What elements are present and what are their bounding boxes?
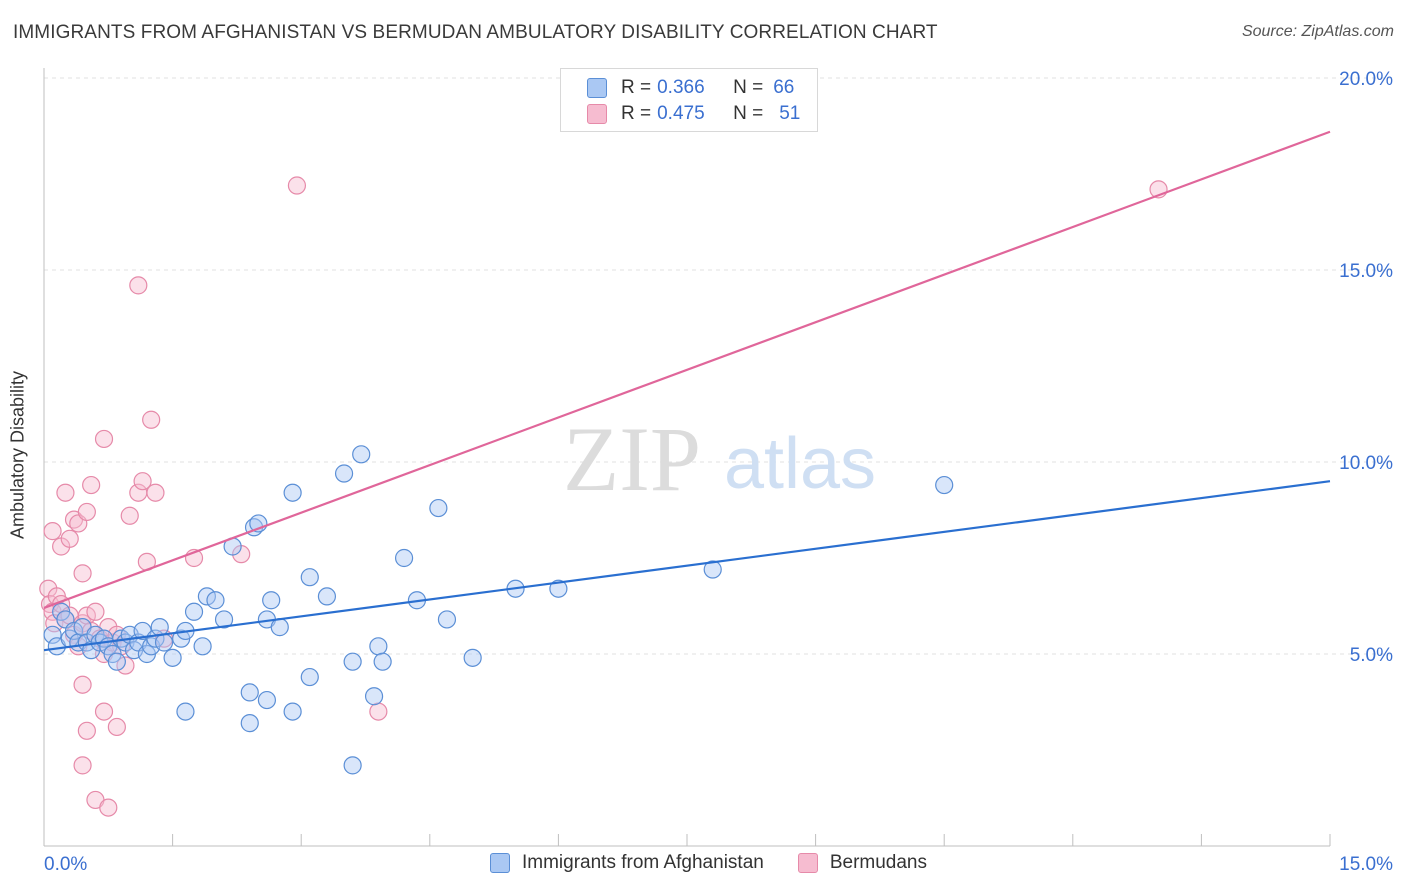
trendline-afghanistan bbox=[43, 480, 1331, 652]
watermark-zip: ZIP bbox=[563, 408, 701, 510]
legend-n-label: N = bbox=[733, 77, 764, 98]
data-point-bermudans bbox=[73, 675, 92, 694]
data-point-afghanistan bbox=[549, 579, 568, 598]
legend-r-value: 0.366 bbox=[657, 77, 705, 98]
data-point-bermudans bbox=[146, 483, 165, 502]
data-point-afghanistan bbox=[373, 652, 392, 671]
legend-r-value: 0.475 bbox=[657, 103, 705, 124]
data-point-afghanistan bbox=[300, 667, 319, 687]
legend-label-bermudans: Bermudans bbox=[829, 852, 927, 873]
legend-r-label: R = bbox=[621, 77, 652, 98]
data-point-afghanistan bbox=[317, 587, 337, 606]
data-point-afghanistan bbox=[64, 621, 84, 641]
data-point-afghanistan bbox=[343, 652, 362, 671]
trendline-bermudans bbox=[43, 130, 1331, 609]
data-point-afghanistan bbox=[163, 648, 182, 667]
correlation-legend: R = 0.366 N = 66 R = 0.475 N = 51 bbox=[560, 68, 818, 132]
data-point-bermudans bbox=[94, 429, 114, 449]
series-legend: Immigrants from Afghanistan Bermudans bbox=[490, 852, 961, 874]
data-point-bermudans bbox=[43, 522, 62, 541]
data-point-afghanistan bbox=[197, 587, 216, 606]
data-point-bermudans bbox=[45, 614, 64, 633]
data-point-afghanistan bbox=[206, 591, 225, 610]
data-point-afghanistan bbox=[283, 702, 302, 721]
data-point-bermudans bbox=[116, 656, 135, 675]
legend-swatch-blue bbox=[587, 78, 607, 98]
data-point-afghanistan bbox=[334, 464, 354, 483]
data-point-bermudans bbox=[77, 502, 96, 522]
watermark-atlas: atlas bbox=[724, 424, 876, 504]
data-point-bermudans bbox=[56, 483, 75, 502]
data-point-afghanistan bbox=[184, 602, 204, 621]
legend-row-afghanistan: R = 0.366 N = 66 bbox=[587, 76, 794, 100]
data-point-bermudans bbox=[77, 721, 96, 740]
watermark: ZIP atlas bbox=[563, 408, 876, 510]
data-point-bermudans bbox=[99, 798, 118, 817]
data-point-bermudans bbox=[107, 717, 126, 737]
data-point-bermudans bbox=[369, 702, 388, 721]
data-point-afghanistan bbox=[270, 618, 289, 637]
data-point-afghanistan bbox=[262, 591, 281, 610]
legend-swatch-pink bbox=[797, 853, 818, 873]
data-point-afghanistan bbox=[429, 498, 448, 518]
legend-swatch-pink bbox=[587, 104, 607, 124]
series-afghanistan bbox=[43, 445, 954, 775]
data-point-afghanistan bbox=[352, 445, 371, 464]
data-point-bermudans bbox=[120, 506, 139, 525]
y-tick-label: 5.0% bbox=[1350, 645, 1393, 666]
data-point-afghanistan bbox=[193, 637, 212, 656]
data-point-bermudans bbox=[129, 276, 148, 295]
data-point-bermudans bbox=[94, 702, 114, 721]
legend-item-afghanistan[interactable]: Immigrants from Afghanistan bbox=[490, 852, 764, 874]
legend-r-label: R = bbox=[621, 103, 652, 124]
y-tick-label: 10.0% bbox=[1339, 453, 1393, 474]
data-point-bermudans bbox=[73, 756, 92, 775]
chart-title: IMMIGRANTS FROM AFGHANISTAN VS BERMUDAN … bbox=[13, 22, 938, 43]
data-point-bermudans bbox=[287, 176, 307, 195]
legend-n-value: 51 bbox=[779, 103, 801, 124]
data-point-afghanistan bbox=[176, 702, 195, 721]
data-point-afghanistan bbox=[463, 648, 482, 667]
data-point-bermudans bbox=[86, 602, 105, 621]
data-point-afghanistan bbox=[214, 610, 234, 629]
trendlines bbox=[43, 130, 1331, 652]
legend-n-label: N = bbox=[733, 103, 764, 124]
data-point-bermudans bbox=[82, 475, 101, 495]
legend-row-bermudans: R = 0.475 N = 51 bbox=[587, 102, 800, 126]
data-point-afghanistan bbox=[43, 625, 62, 644]
data-point-bermudans bbox=[142, 410, 161, 429]
data-point-afghanistan bbox=[394, 548, 414, 568]
legend-item-bermudans[interactable]: Bermudans bbox=[797, 852, 927, 874]
data-point-afghanistan bbox=[283, 483, 302, 502]
source-label: Source: ZipAtlas.com bbox=[1241, 23, 1394, 40]
x-tick-label: 0.0% bbox=[44, 854, 87, 875]
data-point-afghanistan bbox=[343, 756, 362, 775]
data-point-afghanistan bbox=[935, 475, 954, 495]
data-point-afghanistan bbox=[240, 683, 259, 702]
data-point-afghanistan bbox=[703, 560, 722, 579]
legend-n-value: 66 bbox=[773, 77, 795, 98]
y-tick-label: 20.0% bbox=[1339, 69, 1393, 90]
y-tick-label: 15.0% bbox=[1339, 261, 1393, 282]
data-point-afghanistan bbox=[437, 610, 457, 629]
data-point-afghanistan bbox=[300, 568, 319, 587]
axes bbox=[43, 68, 1331, 847]
series-bermudans bbox=[39, 176, 1168, 817]
data-point-afghanistan bbox=[257, 690, 277, 710]
legend-label-afghanistan: Immigrants from Afghanistan bbox=[522, 852, 764, 873]
data-point-afghanistan bbox=[240, 714, 259, 733]
data-point-afghanistan bbox=[369, 637, 388, 656]
legend-swatch-blue bbox=[490, 853, 510, 873]
data-point-afghanistan bbox=[107, 652, 126, 671]
data-point-bermudans bbox=[60, 529, 79, 548]
data-point-afghanistan bbox=[364, 687, 384, 706]
data-point-bermudans bbox=[133, 472, 152, 491]
data-point-bermudans bbox=[73, 564, 92, 583]
data-point-afghanistan bbox=[154, 633, 174, 652]
tick-labels: 5.0% 10.0% 15.0% 20.0% 0.0% 15.0% bbox=[44, 69, 1393, 875]
x-tick-label: 15.0% bbox=[1339, 854, 1393, 875]
